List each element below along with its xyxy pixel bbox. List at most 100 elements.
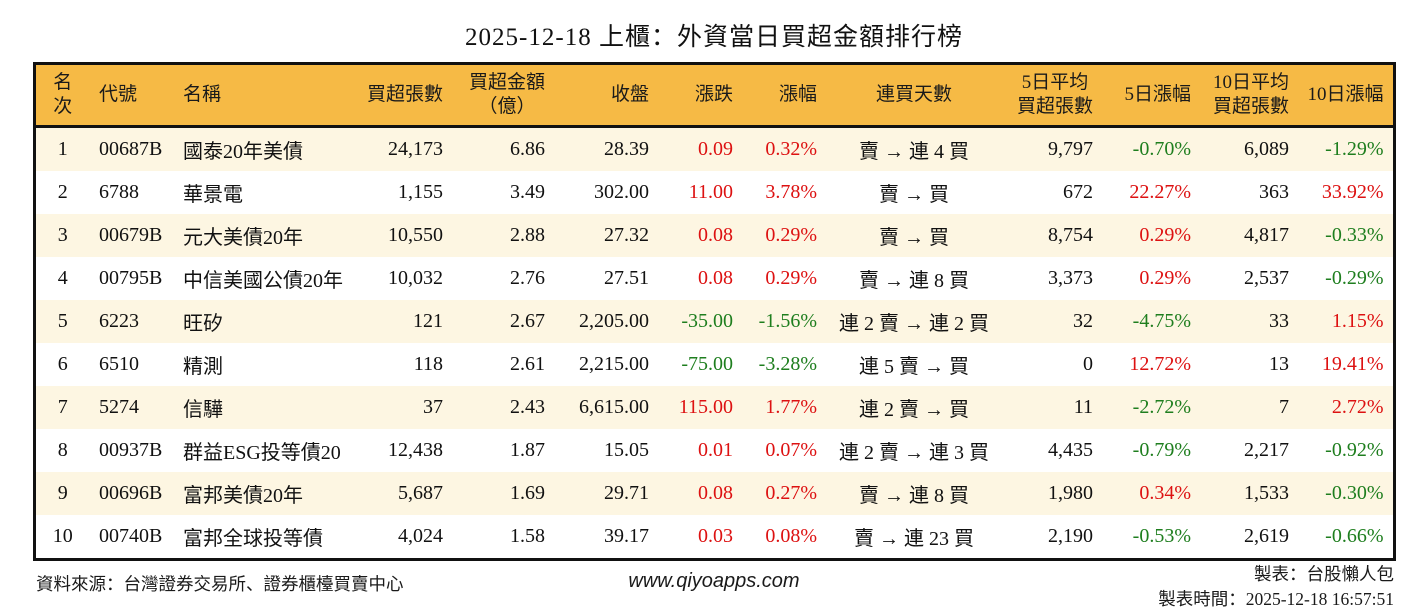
table-cell: 0.08% (765, 525, 817, 547)
table-cell: 00696B (99, 482, 163, 504)
col-header-label: 漲跌 (694, 84, 733, 105)
table-cell: 賣 → 連 8 買 (859, 485, 969, 507)
table-cell: 6788 (99, 181, 139, 203)
table-cell: -0.53% (1132, 525, 1191, 547)
table-cell: 11.00 (688, 181, 733, 203)
col-header-label: 收盤 (610, 84, 649, 105)
table-cell: 華景電 (183, 184, 243, 206)
table-cell: 6223 (99, 310, 139, 332)
table-cell: 4,817 (1244, 224, 1289, 246)
table-cell: 0.07% (765, 439, 817, 461)
table-cell: 賣 → 連 23 買 (854, 528, 974, 550)
table-cell: 5 (57, 310, 68, 332)
table-row: 1 00687B 國泰20年美債 24,173 6.86 28.39 0.09 0.32% 賣 … (34, 126, 1394, 171)
table-cell: 10 (52, 525, 73, 547)
table-cell: 連 5 賣 → 買 (859, 356, 969, 378)
table-cell: 115.00 (678, 396, 733, 418)
table-cell: 連 2 賣 → 連 3 買 (839, 442, 989, 464)
table-cell: 賣 → 連 4 買 (859, 141, 969, 163)
table-cell: 3.49 (510, 181, 545, 203)
table-cell: -1.56% (758, 310, 817, 332)
table-cell: 33 (1269, 310, 1289, 332)
table-cell: 6 (57, 353, 68, 375)
table-cell: 4,435 (1048, 439, 1093, 461)
table-cell: 賣 → 買 (879, 184, 949, 206)
table-cell: 連 2 賣 → 買 (859, 399, 969, 421)
table-cell: 1,533 (1244, 482, 1289, 504)
table-cell: 39.17 (604, 525, 649, 547)
col-header-label: 買超張數 (366, 84, 443, 105)
table-cell: 元大美債20年 (183, 227, 303, 249)
table-cell: 27.32 (604, 224, 649, 246)
table-cell: 1,980 (1048, 482, 1093, 504)
table-cell: 0.29% (1139, 267, 1191, 289)
table-cell: 富邦全球投等債 (183, 528, 323, 550)
table-cell: 7 (1279, 396, 1289, 418)
col-header-11: 5日漲幅 (1102, 63, 1200, 128)
col-header-label: 買超金額 （億） (468, 72, 545, 117)
table-cell: 2,190 (1048, 525, 1093, 547)
table-cell: -0.79% (1132, 439, 1191, 461)
table-cell: 27.51 (604, 267, 649, 289)
table-cell: 0.34% (1139, 482, 1191, 504)
table-cell: -0.30% (1325, 482, 1384, 504)
table-cell: 2.61 (510, 353, 545, 375)
table-cell: 0.32% (765, 138, 817, 160)
table-cell: 國泰20年美債 (183, 141, 303, 163)
ranking-table: 名次 代號 名稱 買超張數 買超金額 （億） 收盤 漲跌 漲幅 連買天數 5日平均 買超張數 5日漲… (32, 62, 1396, 561)
table-cell: -0.29% (1325, 267, 1384, 289)
table-cell: 22.27% (1129, 181, 1191, 203)
table-cell: 9,797 (1048, 138, 1093, 160)
col-header-2: 代號 (90, 63, 174, 128)
website-label: www.qiyoapps.com (628, 570, 800, 592)
table-cell: 0.09 (698, 138, 733, 160)
table-cell: 33.92% (1321, 181, 1384, 203)
table-cell: 0.03 (698, 525, 733, 547)
table-cell: 群益ESG投等債20 (183, 442, 341, 464)
table-cell: 672 (1063, 181, 1093, 203)
table-row: 10 00740B 富邦全球投等債 4,024 1.58 39.17 0.03 0.08% 賣 … (34, 515, 1394, 560)
credit-block: 製表：台股懶人包 製表時間：2025-12-18 16:57:51 (1158, 562, 1394, 612)
table-cell: 6510 (99, 353, 139, 375)
table-cell: 1 (57, 138, 68, 160)
table-cell: 118 (413, 353, 443, 375)
col-header-3: 名稱 (174, 63, 356, 128)
table-row: 3 00679B 元大美債20年 10,550 2.88 27.32 0.08 0.29% 賣 … (34, 214, 1394, 257)
col-header-label: 5日漲幅 (1124, 84, 1191, 105)
table-cell: 5,687 (398, 482, 443, 504)
table-cell: -0.33% (1325, 224, 1384, 246)
page-title: 2025-12-18 上櫃：外資當日買超金額排行榜 (465, 24, 963, 51)
table-cell: 2.67 (510, 310, 545, 332)
table-cell: 連 2 賣 → 連 2 買 (839, 313, 989, 335)
table-cell: 0.08 (698, 482, 733, 504)
table-cell: 00795B (99, 267, 163, 289)
table-cell: 3.78% (765, 181, 817, 203)
table-cell: 4 (57, 267, 68, 289)
table-cell: -1.29% (1325, 138, 1384, 160)
col-header-13: 10日漲幅 (1298, 63, 1394, 128)
table-cell: 2.76 (510, 267, 545, 289)
table-cell: 8 (57, 439, 68, 461)
table-cell: 2,217 (1244, 439, 1289, 461)
col-header-10: 5日平均 買超張數 (1002, 63, 1102, 128)
table-row: 9 00696B 富邦美債20年 5,687 1.69 29.71 0.08 0.27% 賣 →… (34, 472, 1394, 515)
table-cell: 富邦美債20年 (183, 485, 303, 507)
table-cell: -0.70% (1132, 138, 1191, 160)
table-cell: 19.41% (1321, 353, 1384, 375)
table-cell: -4.75% (1132, 310, 1191, 332)
col-header-label: 5日平均 買超張數 (1016, 72, 1093, 117)
table-cell: 2.72% (1331, 396, 1384, 418)
col-header-9: 連買天數 (826, 63, 1002, 128)
table-cell: 0.08 (698, 267, 733, 289)
table-header-row: 名次 代號 名稱 買超張數 買超金額 （億） 收盤 漲跌 漲幅 連買天數 5日平均 買超張數 5日漲… (34, 63, 1394, 128)
table-cell: 24,173 (388, 138, 443, 160)
table-cell: 1.77% (765, 396, 817, 418)
col-header-label: 代號 (99, 84, 138, 105)
table-row: 8 00937B 群益ESG投等債20 12,438 1.87 15.05 0.01 0.07… (34, 429, 1394, 472)
table-cell: 2 (57, 181, 68, 203)
col-header-7: 漲跌 (658, 63, 742, 128)
table-cell: 10,550 (388, 224, 443, 246)
table-cell: 1.69 (510, 482, 545, 504)
table-cell: 00687B (99, 138, 163, 160)
